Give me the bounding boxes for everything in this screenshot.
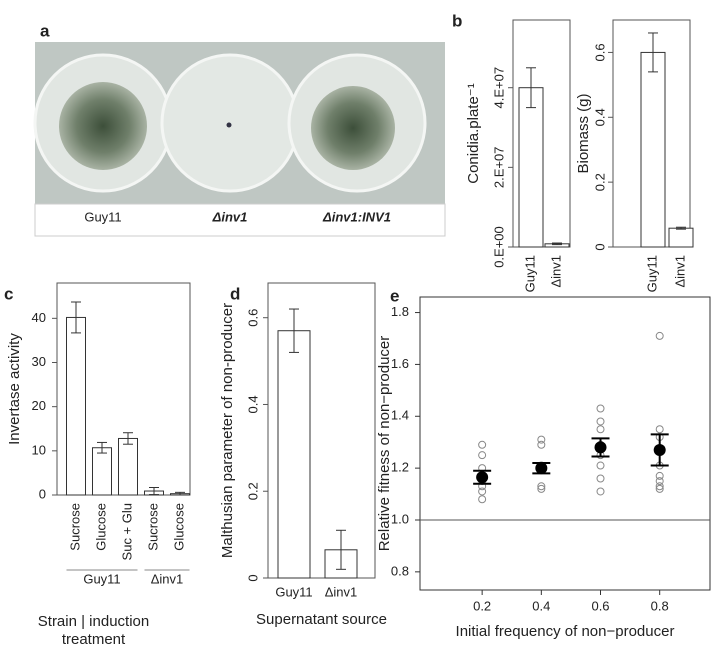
point xyxy=(596,461,605,470)
y-tick-label: 1.6 xyxy=(391,356,409,371)
plot-frame xyxy=(419,296,711,591)
caption: Δinv1:INV1 xyxy=(322,209,391,224)
y-tick-label: 0.4 xyxy=(245,395,260,413)
point xyxy=(478,440,487,449)
point xyxy=(655,482,664,491)
x-tick-label: 0.6 xyxy=(591,598,609,613)
point xyxy=(655,471,664,480)
panel-label: c xyxy=(4,284,13,303)
y-tick-label: 20 xyxy=(32,398,46,413)
x-tick-label: Guy11 xyxy=(522,255,537,292)
group-label: Δinv1 xyxy=(151,571,184,586)
panel-label: e xyxy=(390,286,399,305)
point xyxy=(655,477,664,486)
bar xyxy=(66,316,86,496)
plot-frame xyxy=(267,282,376,579)
x-tick-label: Sucrose xyxy=(145,503,160,551)
point xyxy=(478,451,487,460)
y-tick-label: 0.8 xyxy=(391,563,409,578)
point xyxy=(655,331,664,340)
point xyxy=(596,425,605,434)
y-axis-label: Malthusian parameter of non-producer xyxy=(219,303,236,558)
panel-label: d xyxy=(230,284,240,303)
y-tick-label: 4.E+07 xyxy=(491,67,506,109)
point xyxy=(537,482,546,491)
x-axis-label: Supernatant source xyxy=(256,611,387,628)
point xyxy=(655,425,664,434)
point xyxy=(655,484,664,493)
y-tick-label: 0 xyxy=(39,486,46,501)
x-tick-label: Δinv1 xyxy=(325,584,358,599)
y-axis-label: Conidia.plate⁻¹ xyxy=(465,83,482,183)
y-axis-label: Invertase activity xyxy=(6,333,23,445)
group-label: Guy11 xyxy=(83,571,120,586)
caption: Δinv1 xyxy=(212,209,248,224)
y-tick-label: 0.2 xyxy=(592,173,607,191)
mean-point xyxy=(594,441,607,454)
x-tick-label: Δinv1 xyxy=(548,255,563,288)
bar xyxy=(668,227,694,248)
x-tick-label: Suc + Glu xyxy=(119,503,134,560)
x-axis-label: Strain | induction xyxy=(38,613,149,630)
x-tick-label: 0.2 xyxy=(473,598,491,613)
y-tick-label: 0.2 xyxy=(245,482,260,500)
y-axis-label: Biomass (g) xyxy=(575,93,592,173)
y-tick-label: 0.4 xyxy=(592,108,607,126)
bar xyxy=(640,51,666,248)
point xyxy=(537,484,546,493)
y-tick-label: 10 xyxy=(32,442,46,457)
point xyxy=(596,404,605,413)
x-tick-label: Guy11 xyxy=(275,584,312,599)
bar xyxy=(518,87,544,248)
y-tick-label: 40 xyxy=(32,310,46,325)
x-tick-label: 0.8 xyxy=(651,598,669,613)
mean-point xyxy=(535,462,548,475)
y-tick-label: 1.4 xyxy=(391,408,409,423)
bar xyxy=(277,330,311,579)
y-tick-label: 0.6 xyxy=(245,309,260,327)
bar xyxy=(118,437,138,496)
x-axis-label: Initial frequency of non−producer xyxy=(456,623,675,640)
x-tick-label: Glucose xyxy=(171,503,186,551)
y-tick-label: 1.8 xyxy=(391,304,409,319)
y-tick-label: 0 xyxy=(245,574,260,581)
x-tick-label: Glucose xyxy=(93,503,108,551)
point xyxy=(537,440,546,449)
point xyxy=(596,474,605,483)
panel-label: a xyxy=(40,21,50,40)
y-tick-label: 2.E+07 xyxy=(491,147,506,189)
y-tick-label: 1.0 xyxy=(391,511,409,526)
caption-strip xyxy=(34,203,446,237)
y-axis-label: Relative fitness of non−producer xyxy=(376,336,393,552)
mean-point xyxy=(653,443,666,456)
panel-label: b xyxy=(452,11,462,30)
x-tick-label: 0.4 xyxy=(532,598,550,613)
point xyxy=(478,495,487,504)
x-tick-label: Δinv1 xyxy=(672,255,687,288)
y-tick-label: 30 xyxy=(32,354,46,369)
point xyxy=(478,487,487,496)
y-tick-label: 0.E+00 xyxy=(491,226,506,268)
y-tick-label: 0 xyxy=(592,243,607,250)
colony xyxy=(59,82,147,170)
colony xyxy=(311,86,395,170)
y-tick-label: 1.2 xyxy=(391,460,409,475)
y-tick-label: 0.6 xyxy=(592,43,607,61)
point xyxy=(537,435,546,444)
x-axis-label: treatment xyxy=(62,631,126,648)
caption: Guy11 xyxy=(84,209,121,224)
point xyxy=(596,417,605,426)
bar xyxy=(92,447,112,496)
x-tick-label: Guy11 xyxy=(644,255,659,292)
colony xyxy=(226,122,232,128)
mean-point xyxy=(476,471,489,484)
x-tick-label: Sucrose xyxy=(67,503,82,551)
point xyxy=(596,487,605,496)
photo: a Guy11 Δinv1 Δinv1:INV1 xyxy=(33,21,446,237)
